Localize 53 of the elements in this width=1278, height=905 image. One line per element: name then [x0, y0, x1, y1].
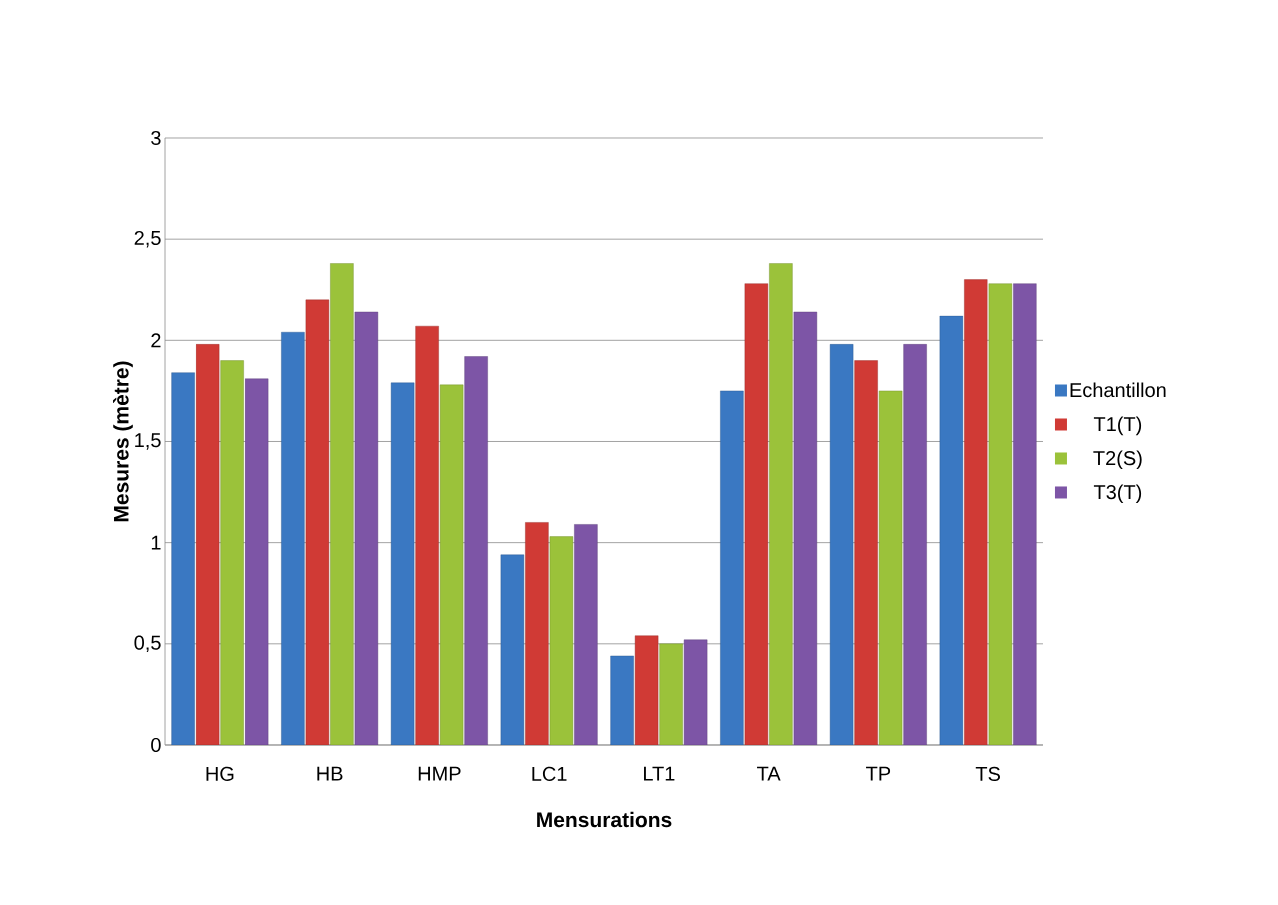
bar	[988, 283, 1013, 745]
bar	[793, 311, 818, 745]
bar	[903, 344, 927, 745]
bar	[415, 325, 439, 745]
y-axis-title: Mesures (mètre)	[113, 361, 133, 522]
bar	[549, 536, 574, 745]
bar	[330, 263, 354, 745]
bar	[964, 279, 988, 745]
y-tick-label: 2	[151, 333, 161, 348]
x-axis-title: Mensurations	[537, 811, 672, 828]
bar	[464, 356, 488, 745]
bar	[525, 522, 549, 745]
legend-label: T1(T)	[1093, 416, 1142, 436]
bar	[683, 639, 708, 745]
bar	[220, 360, 244, 745]
bar	[659, 643, 683, 745]
bar	[500, 554, 525, 745]
bar	[305, 299, 330, 745]
bar	[354, 311, 379, 745]
bar	[171, 372, 195, 745]
y-tick-label: 0	[151, 737, 161, 753]
bar	[281, 332, 305, 745]
bar	[439, 384, 464, 745]
bar	[939, 315, 964, 745]
x-tick-label: TS	[975, 766, 1000, 781]
bar	[829, 344, 854, 745]
x-tick-label: HMP	[418, 766, 461, 781]
bar	[610, 655, 634, 745]
legend-label: T2(S)	[1093, 450, 1142, 470]
bar	[634, 635, 659, 745]
y-tick-label: 1,5	[135, 433, 161, 450]
bar	[195, 344, 220, 745]
y-tick-label: 1	[151, 535, 161, 550]
bar	[390, 382, 415, 745]
bar	[878, 390, 903, 745]
x-tick-label: HB	[317, 766, 343, 781]
bar	[720, 390, 744, 745]
x-tick-label: LT1	[644, 766, 675, 781]
y-tick-label: 0,5	[134, 635, 161, 653]
bar	[574, 524, 598, 745]
bar	[744, 283, 769, 745]
legend-label: T3(T)	[1093, 484, 1142, 504]
x-tick-label: TA	[757, 766, 781, 781]
x-tick-label: LC1	[532, 766, 567, 781]
bar	[854, 360, 878, 745]
y-tick-label: 2,5	[134, 230, 161, 248]
bar	[244, 378, 269, 745]
bar	[769, 263, 793, 745]
x-tick-label: TP	[866, 766, 891, 781]
legend-label: Echantillon	[1070, 382, 1166, 398]
x-tick-label: HG	[206, 766, 234, 781]
bar	[1013, 283, 1037, 745]
y-tick-label: 3	[151, 130, 161, 146]
